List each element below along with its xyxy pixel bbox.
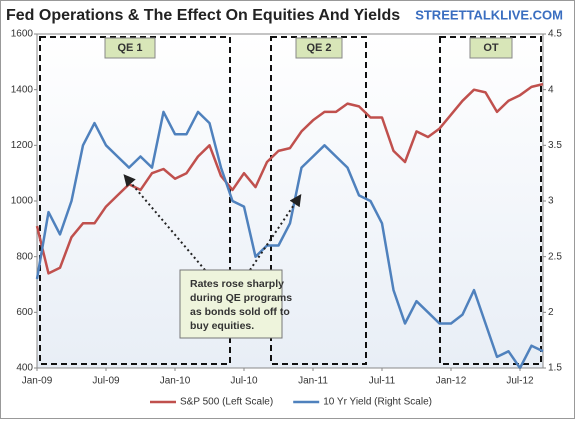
- y-tick-label: 1600: [11, 29, 34, 40]
- region-box: [270, 36, 367, 365]
- source: STREETTALKLIVE.COM: [415, 7, 563, 22]
- annotation-line: Rates rose sharply: [190, 278, 284, 290]
- region-box: [39, 36, 231, 365]
- y2-tick-label: 1.5: [548, 363, 562, 374]
- y2-tick-label: 2.5: [548, 251, 562, 262]
- y2-tick-label: 3: [548, 196, 554, 207]
- annotation-box: [179, 269, 283, 339]
- series-line: [35, 82, 544, 275]
- series-layer: [35, 82, 544, 370]
- regions: QE 1 QE 2 OT: [39, 36, 542, 365]
- x-tick-label: Jul-09: [92, 376, 120, 387]
- x-tick-label: Jul-11: [369, 376, 396, 387]
- y2-tick-label: 3.5: [548, 140, 562, 151]
- x-tick-label: Jan-11: [298, 376, 328, 387]
- x-tick-label: Jul-10: [230, 376, 258, 387]
- y2-tick-label: 4: [548, 84, 554, 95]
- y-tick-label: 1000: [11, 196, 34, 207]
- series-line: [35, 110, 544, 370]
- y2-tick-label: 2: [548, 307, 554, 318]
- region-box: [439, 36, 542, 365]
- region-label: QE 2: [306, 42, 331, 54]
- region-label-box: [469, 37, 513, 59]
- x-tick-label: Jul-12: [506, 376, 534, 387]
- y-tick-label: 1400: [11, 84, 34, 95]
- annotation: Rates rose sharply during QE programs as…: [123, 174, 302, 339]
- y-tick-label: 600: [16, 307, 33, 318]
- y-tick-label: 400: [16, 363, 33, 374]
- x-tick-label: Jan-12: [436, 376, 467, 387]
- region-label: OT: [483, 42, 499, 54]
- y-tick-label: 800: [16, 251, 33, 262]
- region-label-box: [295, 37, 343, 59]
- legend-label: S&P 500 (Left Scale): [180, 397, 273, 408]
- arrow: [123, 174, 206, 271]
- x-tick-label: Jan-09: [22, 376, 53, 387]
- y2-tick-label: 4.5: [548, 29, 562, 40]
- x-tick-label: Jan-10: [160, 376, 191, 387]
- annotation-line: buy equities.: [190, 320, 254, 332]
- y-tick-label: 1200: [11, 140, 34, 151]
- region-label: QE 1: [117, 42, 142, 54]
- region-label-box: [104, 37, 156, 59]
- annotation-line: as bonds sold off to: [190, 306, 290, 318]
- legend-label: 10 Yr Yield (Right Scale): [323, 397, 432, 408]
- chart-title: Fed Operations & The Effect On Equities …: [6, 7, 400, 24]
- annotation-line: during QE programs: [190, 292, 292, 304]
